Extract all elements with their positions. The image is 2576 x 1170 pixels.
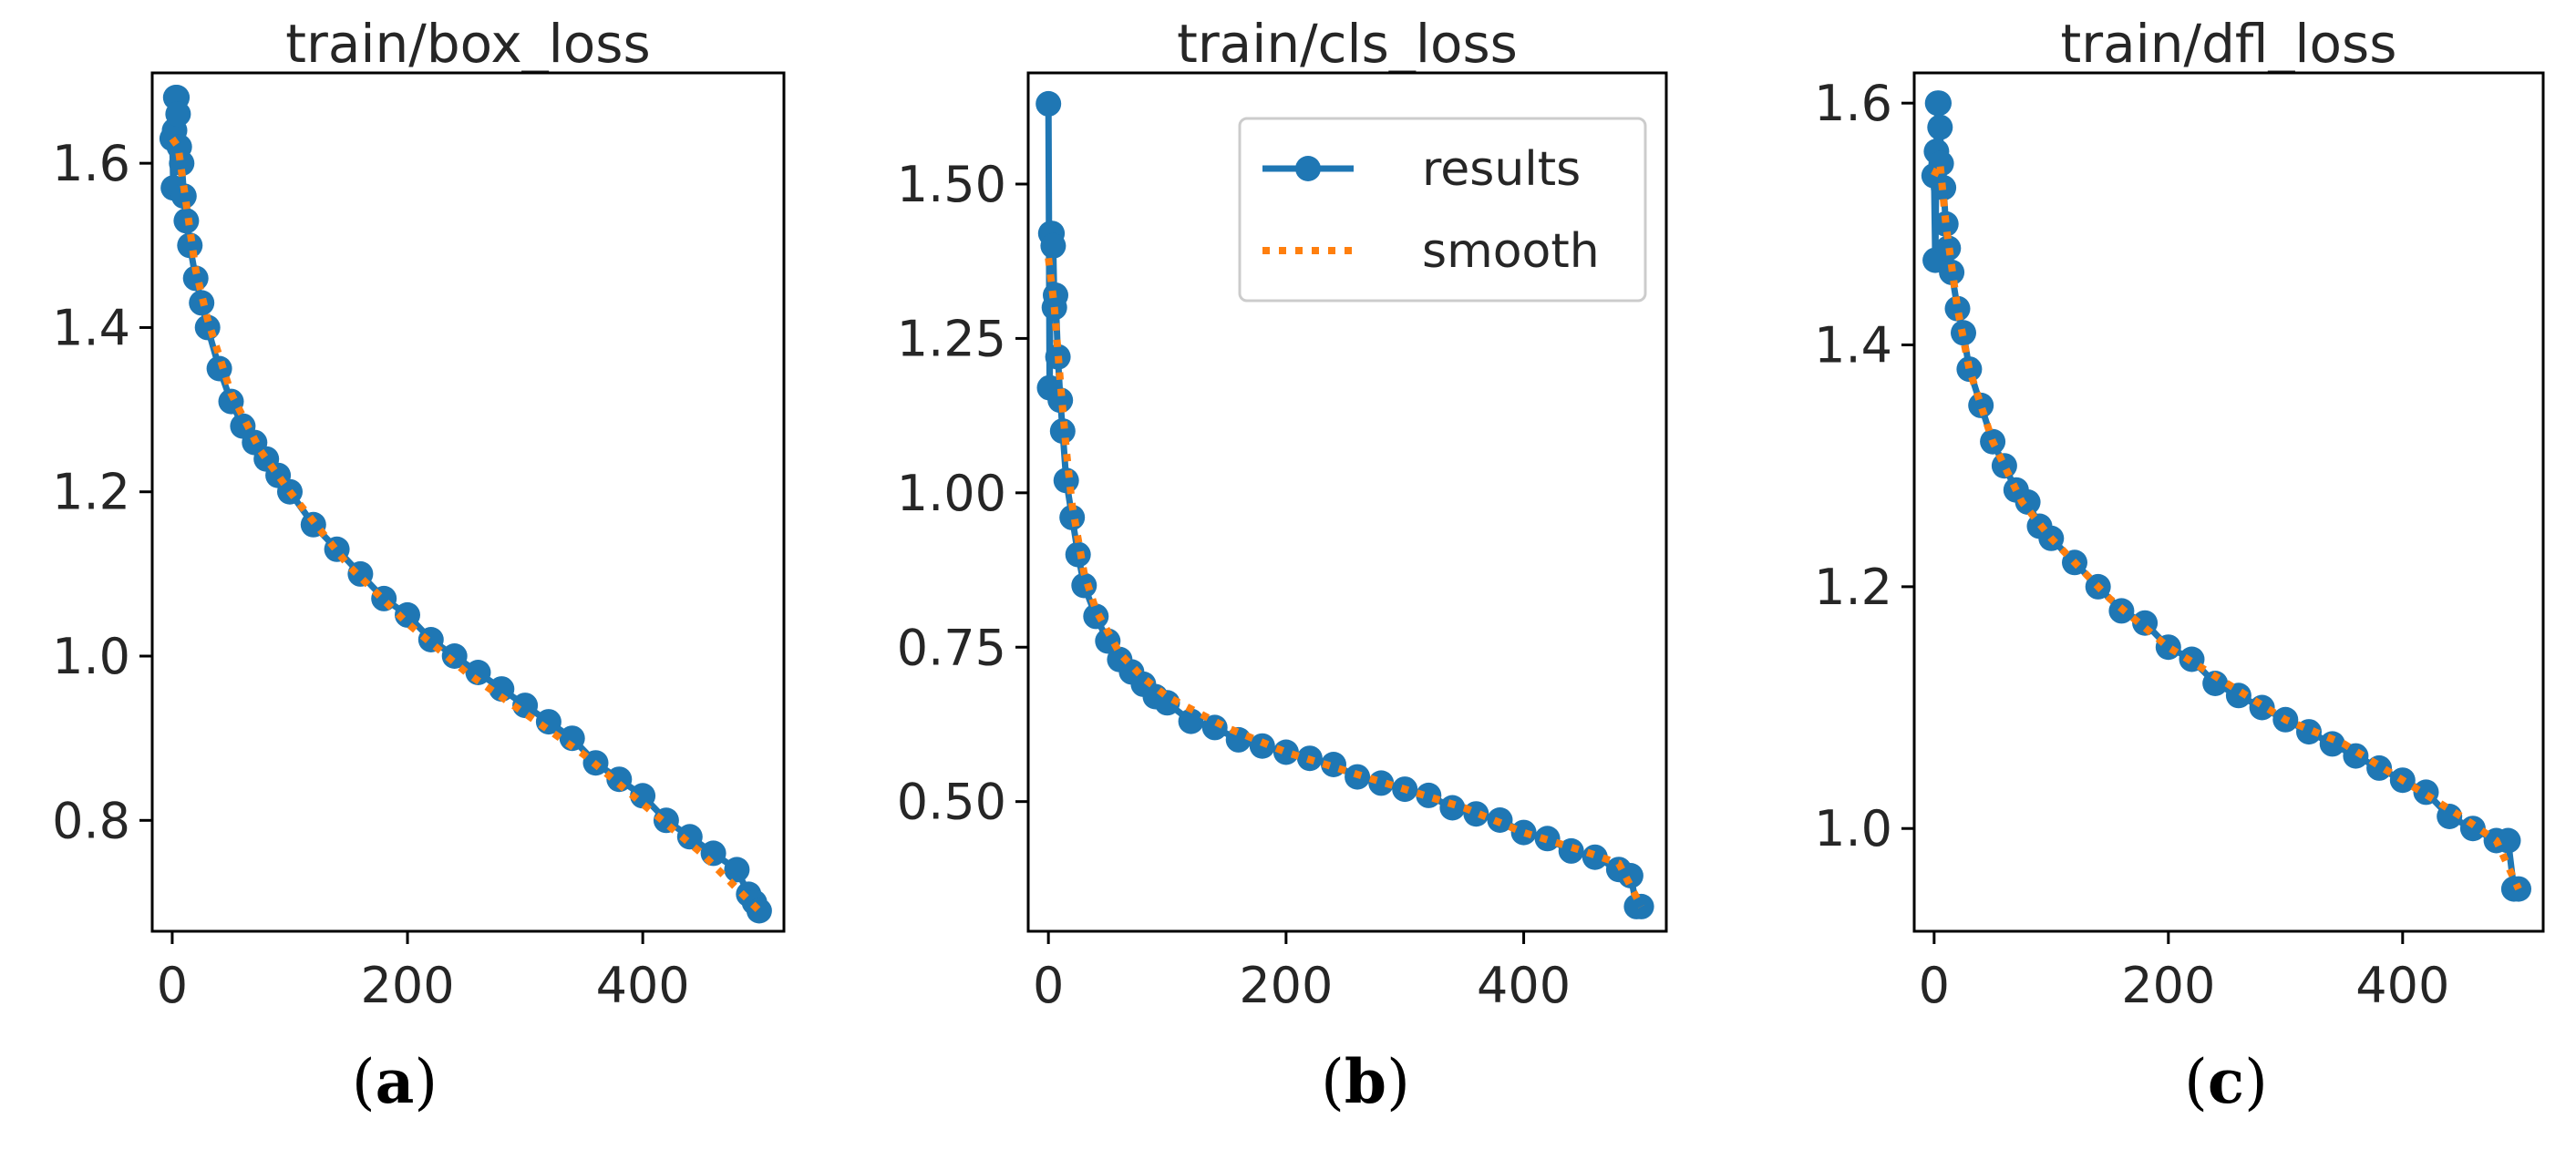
data-point-results (559, 725, 585, 752)
y-tick-label: 1.50 (897, 156, 1006, 213)
y-tick-label: 1.6 (1814, 75, 1892, 132)
x-tick-label: 200 (361, 957, 455, 1014)
chart-panel-c: train/dfl_loss 0 200 400 1.0 1.2 1.4 1.6 (c) (1814, 13, 2545, 1117)
data-point-results (1178, 708, 1204, 734)
data-point-results (1071, 572, 1097, 599)
data-point-results (1049, 418, 1076, 445)
chart-title: train/dfl_loss (2061, 13, 2397, 75)
panel-label-letter: c (2208, 1046, 2244, 1117)
data-point-results (218, 388, 244, 415)
panel-label: (a) (352, 1046, 438, 1117)
x-tick-label: 0 (157, 957, 188, 1014)
data-point-results (2319, 731, 2345, 757)
data-point-results (2202, 671, 2229, 696)
legend-results-marker (1295, 156, 1321, 181)
y-tick-label: 0.75 (897, 619, 1006, 676)
legend-box (1238, 117, 1647, 303)
panel-label: (b) (1321, 1046, 1410, 1117)
data-point-results (2495, 827, 2521, 854)
plot-area (159, 85, 772, 924)
legend: results smooth (1238, 117, 1647, 303)
data-point-results (1932, 210, 1959, 237)
x-tick-label: 400 (596, 957, 690, 1014)
data-point-results (700, 840, 726, 867)
series-line-smooth (1931, 150, 2522, 891)
panel-label-open: ( (2184, 1047, 2208, 1117)
data-point-results (206, 355, 232, 382)
data-point-results (2014, 489, 2041, 515)
chart-title: train/cls_loss (1177, 13, 1518, 75)
y-tick-label: 1.2 (1814, 559, 1892, 616)
data-point-results (465, 660, 491, 685)
chart-panel-a: train/box_loss 0 200 400 0.8 1.0 1.2 1.4 1.6 (a) (52, 13, 786, 1117)
data-point-results (1154, 690, 1180, 716)
chart-title: train/box_loss (285, 13, 650, 75)
y-tick-label: 1.6 (52, 135, 130, 192)
data-point-results (1617, 863, 1643, 888)
y-tick-label: 1.0 (52, 628, 130, 685)
plot-area (1036, 90, 1654, 919)
x-tick-label: 0 (1919, 957, 1950, 1014)
x-tick-label: 400 (1477, 957, 1571, 1014)
plot-area (1921, 90, 2531, 902)
data-point-results (371, 585, 397, 611)
y-tick-label: 1.4 (1814, 317, 1892, 375)
x-tick-label: 0 (1033, 957, 1064, 1014)
data-point-results (535, 709, 562, 735)
panel-label-letter: b (1345, 1046, 1386, 1117)
panel-label-open: ( (1321, 1047, 1345, 1117)
data-point-results (1944, 295, 1971, 322)
data-point-results (1991, 453, 2017, 479)
y-tick-label: 1.4 (52, 299, 130, 356)
axes-frame (150, 71, 786, 933)
legend-smooth-label: smooth (1422, 224, 1600, 279)
panel-label-close: ) (2244, 1047, 2268, 1117)
data-point-results (441, 643, 468, 669)
data-point-results (512, 693, 539, 719)
x-tick-label: 200 (2121, 957, 2215, 1014)
y-tick-label: 1.0 (1814, 800, 1892, 857)
data-point-results (1926, 90, 1952, 117)
panel-label-letter: a (376, 1046, 415, 1117)
data-point-results (1036, 90, 1062, 117)
data-point-results (165, 101, 191, 128)
panel-label: (c) (2184, 1046, 2268, 1117)
data-point-results (676, 824, 703, 850)
chart-panel-b: train/cls_loss 0 200 400 0.50 0.75 1.00 1.25 1.5… (897, 13, 1668, 1117)
data-point-results (170, 183, 197, 210)
axes-frame (1912, 71, 2545, 933)
data-point-results (1047, 387, 1074, 414)
y-tick-label: 1.00 (897, 465, 1006, 522)
panel-label-close: ) (1386, 1047, 1410, 1117)
legend-results-label: results (1422, 142, 1581, 197)
data-point-results (169, 150, 195, 177)
y-tick-label: 1.25 (897, 310, 1006, 367)
y-tick-label: 0.8 (52, 792, 130, 849)
data-point-results (1040, 232, 1066, 259)
panel-label-close: ) (414, 1047, 438, 1117)
x-tick-label: 200 (1239, 957, 1333, 1014)
x-tick-label: 400 (2355, 957, 2449, 1014)
axes-frame (1026, 71, 1668, 933)
data-point-results (630, 783, 656, 809)
panel-label-open: ( (352, 1047, 376, 1117)
data-point-results (2459, 816, 2486, 842)
data-point-results (1956, 356, 1983, 383)
data-point-results (2343, 743, 2369, 769)
data-point-results (1968, 392, 1994, 418)
data-point-results (724, 857, 750, 883)
y-tick-label: 0.50 (897, 774, 1006, 831)
data-point-results (395, 601, 420, 628)
y-tick-label: 1.2 (52, 464, 130, 521)
data-point-results (2225, 682, 2251, 709)
data-point-results (489, 676, 515, 703)
data-point-results (1939, 259, 1965, 285)
data-point-results (1927, 114, 1953, 140)
data-point-results (746, 898, 772, 924)
